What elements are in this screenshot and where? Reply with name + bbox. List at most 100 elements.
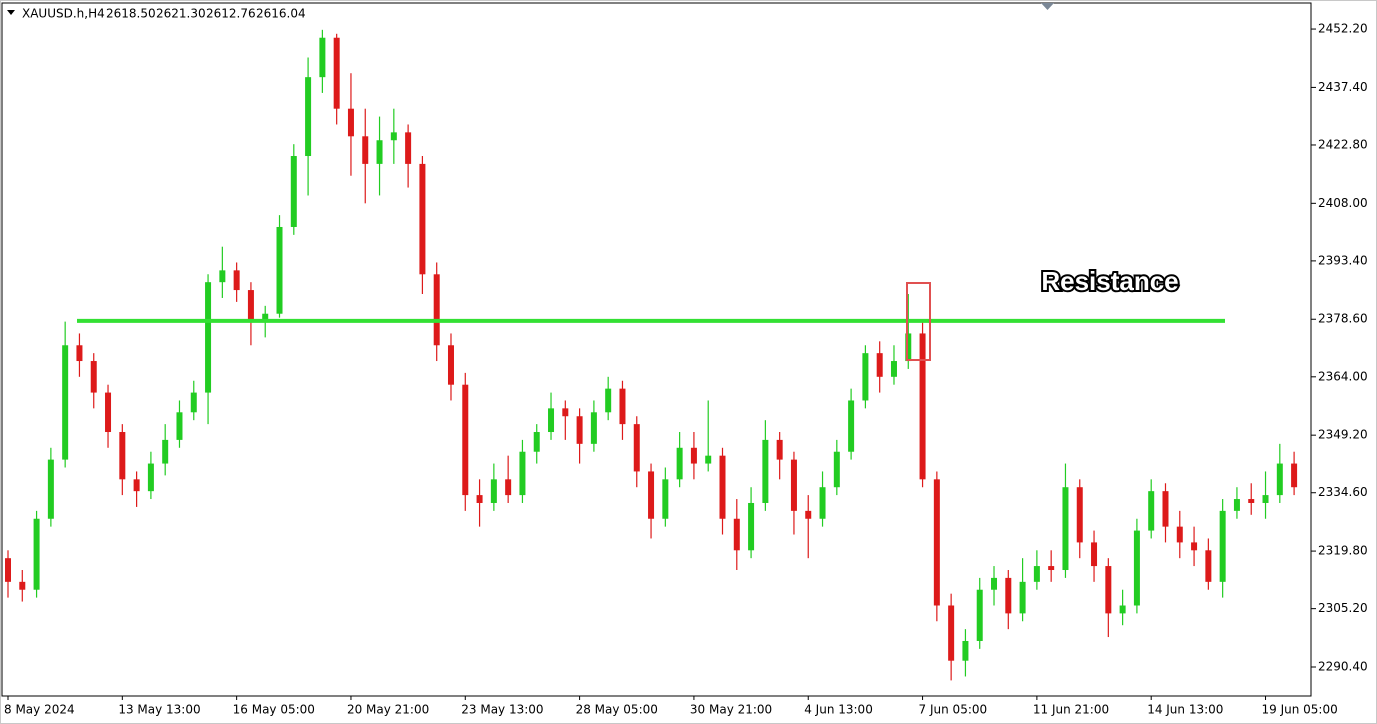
candle-body (119, 432, 126, 480)
candle-body (1248, 499, 1255, 503)
candle-body (890, 361, 897, 377)
x-tick-label: 19 Jun 05:00 (1262, 703, 1338, 717)
candle-body (1233, 499, 1240, 511)
shift-marker (1041, 3, 1054, 10)
candle-body (676, 447, 683, 480)
candle-body (991, 577, 998, 590)
candle-body (405, 132, 412, 164)
candle-body (319, 37, 326, 78)
candle-body (548, 408, 555, 433)
candle-body (233, 270, 240, 291)
y-tick-label: 2290.40 (1318, 660, 1368, 674)
candle-body (447, 345, 454, 385)
candle-body (905, 333, 912, 362)
candle-body (590, 412, 597, 444)
candle-body (1291, 463, 1298, 488)
x-tick-label: 23 May 13:00 (461, 703, 543, 717)
candle-body (519, 451, 526, 496)
candle-body (1276, 463, 1283, 496)
x-tick-label: 16 May 05:00 (233, 703, 315, 717)
candle-body (333, 37, 340, 109)
candle-body (33, 518, 40, 590)
candle-body (1019, 581, 1026, 614)
candle-body (247, 290, 254, 322)
candle-body (805, 510, 812, 519)
x-tick-label: 28 May 05:00 (576, 703, 658, 717)
candle-body (433, 274, 440, 346)
y-tick-label: 2378.60 (1318, 312, 1368, 326)
x-tick-label: 7 Jun 05:00 (919, 703, 988, 717)
candle-body (690, 447, 697, 464)
x-tick-label: 13 May 13:00 (118, 703, 200, 717)
menu-triangle (7, 10, 15, 15)
x-tick-label: 11 Jun 21:00 (1033, 703, 1109, 717)
ohlc-low: 2612.76 (206, 7, 256, 21)
candle-body (462, 384, 469, 496)
candle-body (190, 392, 197, 413)
candle-body (276, 226, 283, 314)
symbol: XAUUSD.h,H4 (22, 7, 105, 21)
candle-body (76, 345, 83, 362)
candle-body (562, 408, 569, 417)
resistance-label: Resistance (1041, 266, 1178, 296)
candle-body (62, 345, 69, 460)
ohlc-high: 2621.30 (156, 7, 206, 21)
candle-body (576, 416, 583, 444)
candle-body (819, 487, 826, 519)
plot-border (1, 2, 1312, 697)
candle-body (1091, 542, 1098, 567)
candle-body (262, 313, 269, 322)
candle-body (347, 108, 354, 137)
candle-body (1219, 510, 1226, 582)
candle-body (605, 388, 612, 413)
y-tick-label: 2422.80 (1318, 137, 1368, 151)
candle-body (1148, 491, 1155, 531)
candle-body (376, 140, 383, 164)
candle-body (1176, 526, 1183, 543)
candle-body (1048, 566, 1055, 571)
candle-body (962, 640, 969, 661)
candle-body (776, 439, 783, 460)
candle-body (748, 502, 755, 551)
candle-body (1062, 487, 1069, 571)
candle-body (933, 479, 940, 606)
candle-body (633, 424, 640, 472)
candle-body (1005, 577, 1012, 614)
x-tick-label: 14 Jun 13:00 (1147, 703, 1223, 717)
y-tick-label: 2305.20 (1318, 601, 1368, 615)
candle-body (390, 132, 397, 141)
candle-body (862, 353, 869, 401)
candle-body (476, 495, 483, 503)
x-tick-label: 8 May 2024 (4, 703, 75, 717)
candle-body (762, 439, 769, 503)
y-tick-label: 2437.40 (1318, 80, 1368, 94)
candle-body (1162, 491, 1169, 527)
candle-body (948, 605, 955, 661)
y-tick-label: 2319.80 (1318, 544, 1368, 558)
candle-body (419, 163, 426, 275)
candle-body (490, 479, 497, 503)
y-tick-label: 2393.40 (1318, 253, 1368, 267)
candle-body (619, 388, 626, 425)
candle-body (790, 459, 797, 511)
x-tick-label: 20 May 21:00 (347, 703, 429, 717)
highlight-box (906, 282, 931, 361)
candle-body (919, 333, 926, 480)
candle-body (733, 518, 740, 551)
candle-body (662, 479, 669, 519)
candle-body (848, 400, 855, 452)
y-tick-label: 2334.60 (1318, 485, 1368, 499)
candle-body (205, 282, 212, 393)
candle-body (290, 156, 297, 227)
candle-body (1191, 542, 1198, 551)
candle-body (47, 459, 54, 519)
candle-body (105, 392, 112, 433)
ohlc-open: 2618.50 (106, 7, 156, 21)
candle-body (162, 439, 169, 464)
ohlc-close: 2616.04 (256, 7, 306, 21)
candle-body (719, 455, 726, 519)
x-tick-label: 30 May 21:00 (690, 703, 772, 717)
